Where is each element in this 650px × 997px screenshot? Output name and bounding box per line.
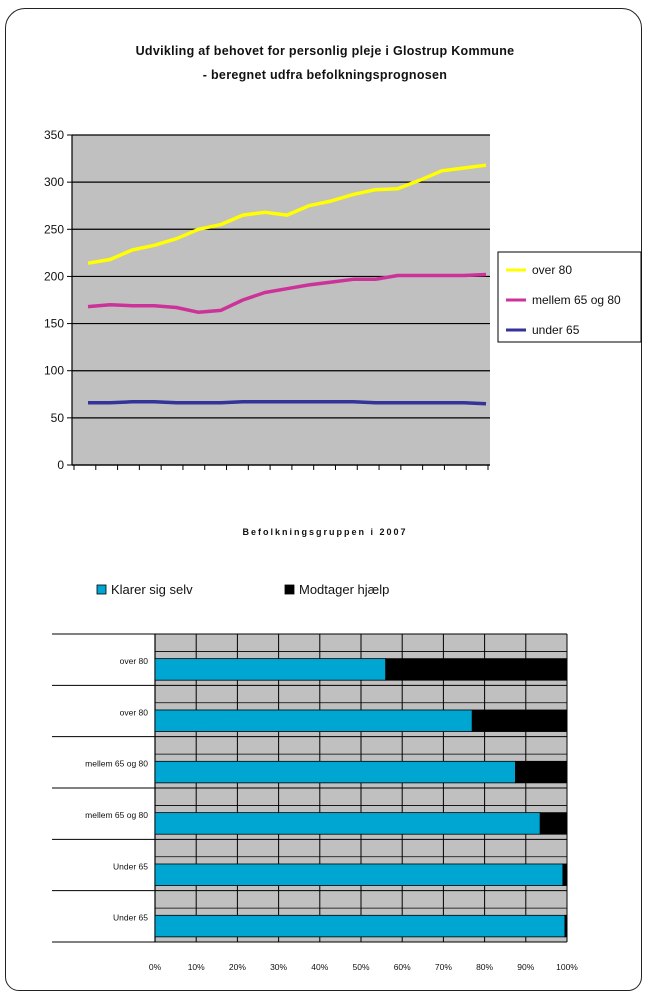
y-tick-label: 350 [44, 128, 64, 142]
line-chart: 0 50 100 150 200 250 300 350 over 80 mellem 65 og… [44, 128, 642, 472]
legend-label: Klarer sig selv [111, 582, 193, 597]
bar-segment [471, 709, 568, 732]
y-tick-label: 200 [44, 269, 64, 283]
bar-segment [154, 914, 566, 938]
legend-swatch [284, 584, 295, 595]
bar-segment [154, 658, 387, 681]
series-line [87, 272, 487, 315]
x-tick-label: 60% [394, 962, 411, 972]
x-tick-label: 30% [270, 962, 287, 972]
x-tick-label: 0% [149, 962, 162, 972]
line-chart-title: Udvikling af behovet for personlig pleje… [135, 44, 515, 58]
bar-segment [515, 760, 568, 784]
page-frame [5, 8, 642, 991]
y-tick-label: 300 [44, 175, 64, 189]
legend-label: mellem 65 og 80 [532, 293, 621, 307]
x-tick-label: 20% [229, 962, 246, 972]
plot-area [72, 135, 490, 465]
bar-segment [154, 812, 541, 835]
x-tick-label: 70% [435, 962, 452, 972]
legend-label: Modtager hjælp [299, 582, 389, 597]
category-label: Under 65 [113, 913, 148, 923]
x-tick-label: 50% [352, 962, 369, 972]
x-tick-label: 80% [476, 962, 493, 972]
y-tick-label: 50 [51, 411, 65, 425]
bar-segment [154, 760, 516, 784]
bar-segment [562, 863, 568, 886]
category-label: mellem 65 og 80 [85, 810, 148, 820]
category-label: Under 65 [113, 861, 148, 871]
x-tick-label: 100% [556, 962, 578, 972]
line-chart-subtitle: - beregnet udfra befolkningsprognosen [202, 68, 448, 82]
y-tick-label: 100 [44, 364, 64, 378]
series-line [87, 163, 487, 265]
bar-segment [154, 709, 473, 732]
bar-segment [385, 658, 568, 681]
series-line [88, 400, 487, 406]
bar-segment [539, 812, 568, 835]
legend-label: under 65 [532, 323, 580, 337]
x-tick-label: 10% [188, 962, 205, 972]
legend-label: over 80 [532, 263, 572, 277]
x-tick-label: 90% [517, 962, 534, 972]
bar-chart-title: Befolkningsgruppen i 2007 [242, 527, 408, 537]
y-tick-label: 250 [44, 222, 64, 236]
bar-chart: Klarer sig selv Modtager hjælp over 80 over… [52, 582, 578, 972]
bar-segment [154, 863, 564, 886]
bar-segment [564, 914, 568, 938]
legend-box [497, 251, 642, 343]
y-tick-label: 150 [44, 317, 64, 331]
category-label: over 80 [120, 656, 149, 666]
legend-swatch [96, 584, 107, 595]
x-tick-label: 40% [311, 962, 328, 972]
category-label: over 80 [120, 707, 149, 717]
category-label: mellem 65 og 80 [85, 759, 148, 769]
y-tick-label: 0 [57, 458, 64, 472]
